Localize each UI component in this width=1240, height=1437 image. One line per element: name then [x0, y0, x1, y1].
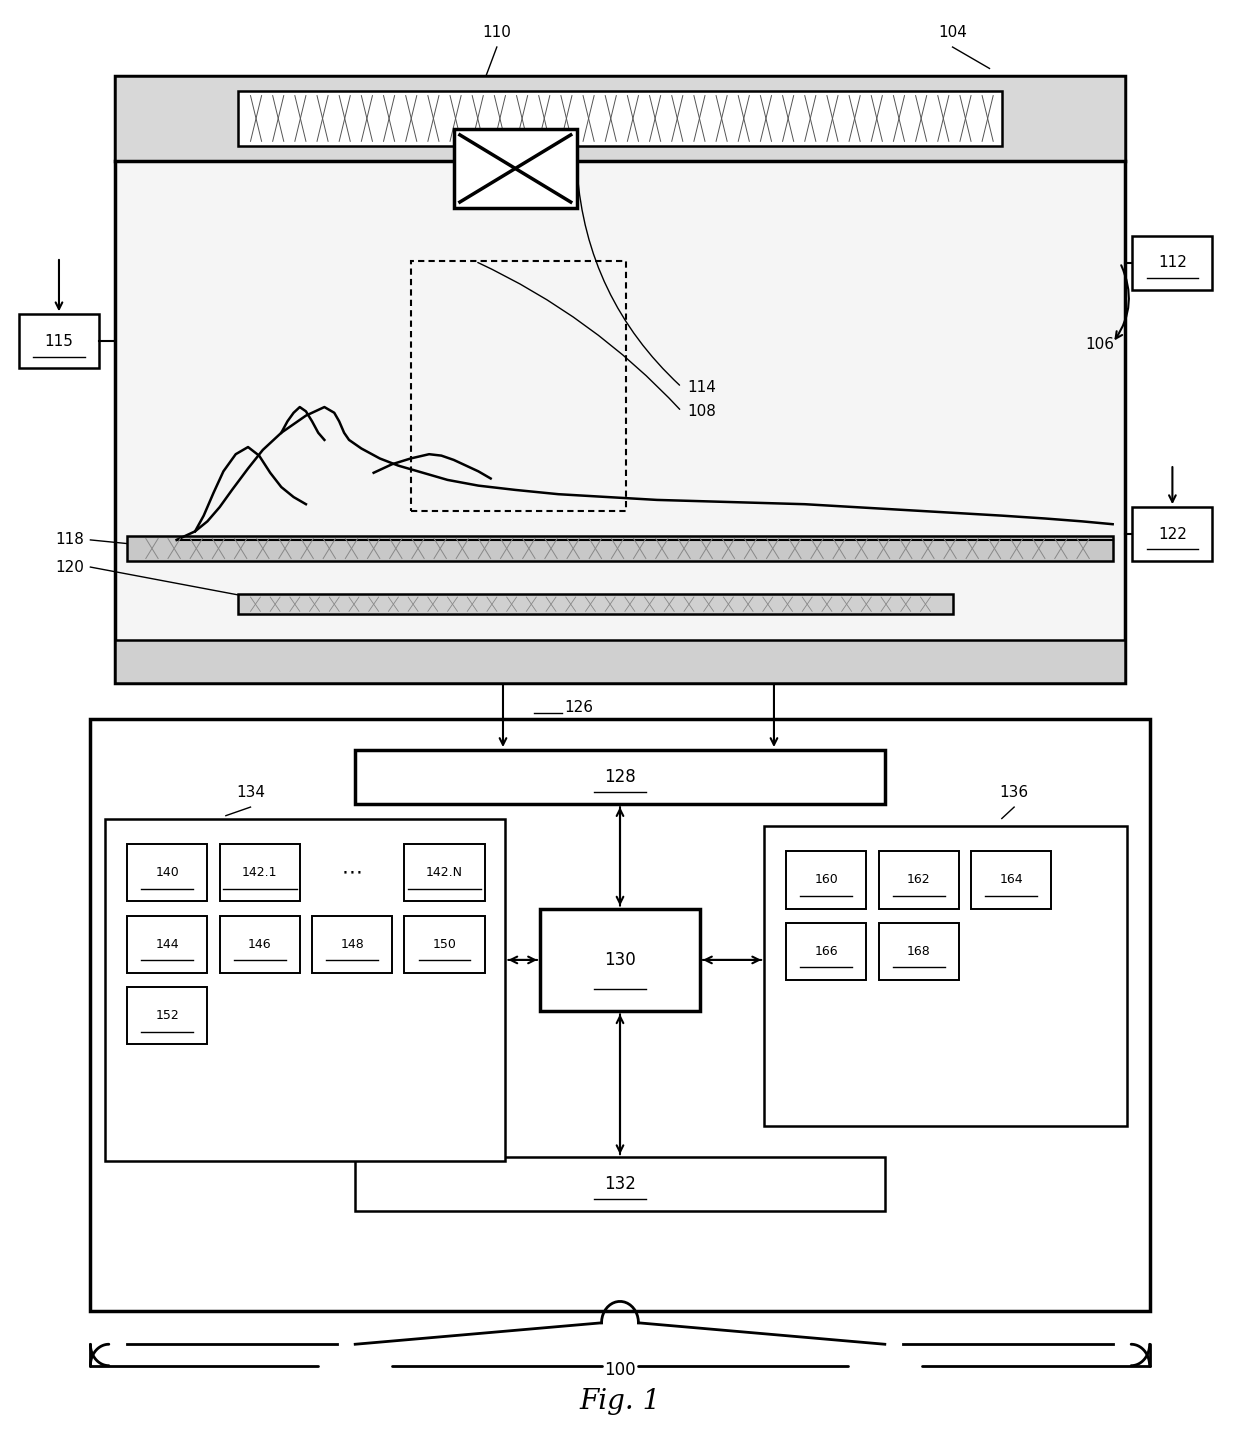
Bar — [971, 851, 1052, 908]
Bar — [128, 987, 207, 1045]
Text: Fig. 1: Fig. 1 — [579, 1388, 661, 1415]
Text: 136: 136 — [999, 785, 1029, 800]
Text: 160: 160 — [815, 874, 838, 887]
Bar — [115, 76, 1125, 161]
Bar — [128, 844, 207, 901]
Bar — [219, 844, 300, 901]
Text: 108: 108 — [688, 404, 717, 418]
Text: 162: 162 — [906, 874, 930, 887]
Bar — [355, 1157, 885, 1211]
Text: 128: 128 — [604, 767, 636, 786]
Bar — [879, 851, 959, 908]
Text: 166: 166 — [815, 946, 838, 958]
Bar — [764, 826, 1127, 1125]
Bar — [105, 819, 506, 1161]
Text: ⋯: ⋯ — [342, 862, 362, 882]
Text: 146: 146 — [248, 938, 272, 951]
Bar — [355, 750, 885, 805]
Bar — [1132, 507, 1213, 562]
Bar — [454, 129, 577, 208]
Text: 132: 132 — [604, 1175, 636, 1193]
Text: 126: 126 — [564, 700, 594, 714]
Text: 134: 134 — [236, 785, 265, 800]
Text: 152: 152 — [155, 1009, 180, 1022]
Text: 120: 120 — [56, 559, 84, 575]
Text: 114: 114 — [688, 379, 717, 395]
Text: 150: 150 — [433, 938, 456, 951]
Text: 144: 144 — [155, 938, 179, 951]
Bar — [115, 76, 1125, 683]
Bar — [128, 536, 1112, 562]
Text: 148: 148 — [340, 938, 365, 951]
Bar — [879, 923, 959, 980]
Bar — [238, 92, 1002, 145]
Text: 122: 122 — [1158, 527, 1187, 542]
Text: 142.1: 142.1 — [242, 867, 278, 879]
Text: 104: 104 — [939, 24, 967, 40]
Text: 142.N: 142.N — [427, 867, 463, 879]
Text: 140: 140 — [155, 867, 180, 879]
Bar — [219, 915, 300, 973]
Bar — [128, 915, 207, 973]
Bar — [404, 844, 485, 901]
Bar — [115, 639, 1125, 683]
Bar — [404, 915, 485, 973]
Text: 100: 100 — [604, 1361, 636, 1380]
Bar — [312, 915, 392, 973]
Text: 118: 118 — [56, 533, 84, 547]
Text: 168: 168 — [906, 946, 930, 958]
Text: 112: 112 — [1158, 256, 1187, 270]
Bar — [786, 923, 867, 980]
Text: 164: 164 — [999, 874, 1023, 887]
Bar — [19, 315, 99, 368]
Text: 115: 115 — [45, 333, 73, 349]
Bar — [238, 595, 952, 614]
Bar — [786, 851, 867, 908]
Bar — [91, 718, 1149, 1312]
Bar — [539, 908, 701, 1012]
Text: 130: 130 — [604, 951, 636, 969]
Bar — [1132, 236, 1213, 290]
Bar — [410, 262, 626, 512]
Text: 106: 106 — [1085, 336, 1115, 352]
Text: 110: 110 — [482, 24, 511, 40]
